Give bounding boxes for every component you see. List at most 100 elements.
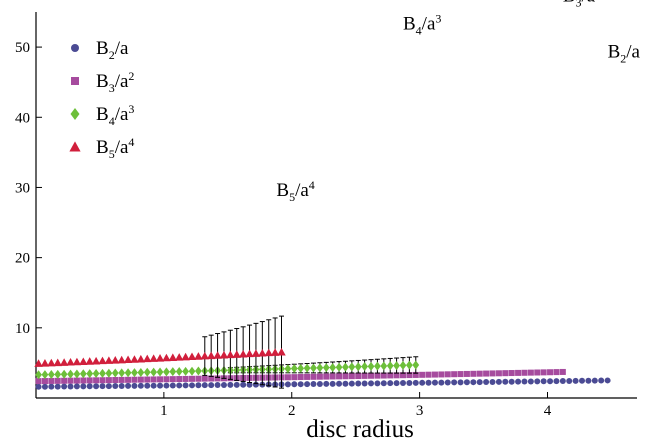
data-point <box>419 379 426 386</box>
data-marks <box>34 315 611 390</box>
data-point <box>258 348 267 357</box>
data-point <box>189 375 196 382</box>
data-point <box>53 358 62 367</box>
data-point <box>348 362 356 372</box>
data-point <box>137 382 144 389</box>
data-point <box>41 378 48 385</box>
data-point <box>393 361 400 371</box>
data-point <box>559 378 566 385</box>
legend-label-b4: B4/a3 <box>96 102 134 128</box>
series-b5 <box>34 315 286 389</box>
data-point <box>91 356 101 365</box>
data-point <box>150 382 157 389</box>
data-point <box>572 377 579 384</box>
data-point <box>40 359 50 367</box>
data-point <box>157 376 164 383</box>
data-point <box>54 383 61 390</box>
data-point <box>547 369 554 376</box>
data-point <box>194 352 203 360</box>
data-point <box>297 363 305 373</box>
data-point <box>457 379 464 386</box>
data-point <box>182 382 189 389</box>
data-point <box>93 383 100 390</box>
data-point <box>553 369 560 376</box>
data-point <box>264 348 273 357</box>
data-point <box>380 361 388 371</box>
data-point <box>131 376 138 383</box>
data-point <box>137 376 144 383</box>
data-point <box>71 77 79 85</box>
series-label-b3: B3/a2 <box>563 0 601 9</box>
data-point <box>444 379 451 386</box>
data-point <box>214 382 221 389</box>
data-point <box>348 380 355 387</box>
data-point <box>124 368 132 378</box>
data-point <box>143 367 151 377</box>
data-point <box>463 379 470 386</box>
data-point <box>111 356 120 364</box>
data-point <box>35 383 42 390</box>
data-point <box>66 357 75 366</box>
data-point <box>155 354 165 362</box>
data-point <box>355 373 362 380</box>
data-point <box>284 381 291 388</box>
data-point <box>316 363 324 373</box>
series-end-labels: B2/a B3/a2 B4/a3 B5/a4 <box>276 0 640 204</box>
data-point <box>60 369 68 379</box>
data-point <box>297 381 304 388</box>
data-point <box>232 350 241 358</box>
data-point <box>34 359 43 367</box>
data-point <box>342 373 349 380</box>
series-label-b5: B5/a4 <box>276 178 314 204</box>
data-point <box>284 374 291 381</box>
data-point <box>200 351 209 360</box>
data-point <box>105 368 113 378</box>
data-point <box>99 377 106 384</box>
data-point <box>86 383 93 390</box>
series-b4 <box>35 356 420 380</box>
data-point <box>406 360 413 370</box>
data-point <box>304 373 311 380</box>
data-point <box>86 369 94 379</box>
data-point <box>527 378 534 385</box>
data-point <box>67 369 74 379</box>
data-point <box>48 383 55 390</box>
x-tick-label: 3 <box>416 403 424 419</box>
data-point <box>99 368 106 378</box>
data-point <box>508 370 515 377</box>
data-point <box>73 383 80 390</box>
data-point <box>251 349 261 357</box>
data-point <box>361 380 368 387</box>
data-point <box>310 381 317 388</box>
data-point <box>61 383 68 390</box>
data-point <box>162 353 171 362</box>
data-point <box>502 378 509 385</box>
data-point <box>534 378 541 385</box>
data-point <box>386 361 394 371</box>
data-point <box>41 383 48 390</box>
data-point <box>175 367 183 377</box>
data-point <box>495 370 502 377</box>
data-point <box>323 380 330 387</box>
data-point <box>457 371 464 378</box>
data-point <box>105 383 112 390</box>
data-point <box>425 371 432 378</box>
legend-label-b2: B2/a <box>96 38 129 62</box>
data-point <box>508 378 515 385</box>
data-point <box>213 351 222 359</box>
data-point <box>125 376 132 383</box>
data-point <box>195 366 202 376</box>
data-point <box>118 382 125 389</box>
data-point <box>553 378 560 385</box>
data-point <box>131 368 138 378</box>
data-point <box>104 356 114 364</box>
data-point <box>316 380 323 387</box>
data-point <box>419 371 426 378</box>
data-point <box>112 377 119 384</box>
data-point <box>70 108 80 120</box>
data-point <box>169 376 176 383</box>
data-point <box>354 362 362 372</box>
data-point <box>169 382 176 389</box>
data-point <box>438 379 445 386</box>
